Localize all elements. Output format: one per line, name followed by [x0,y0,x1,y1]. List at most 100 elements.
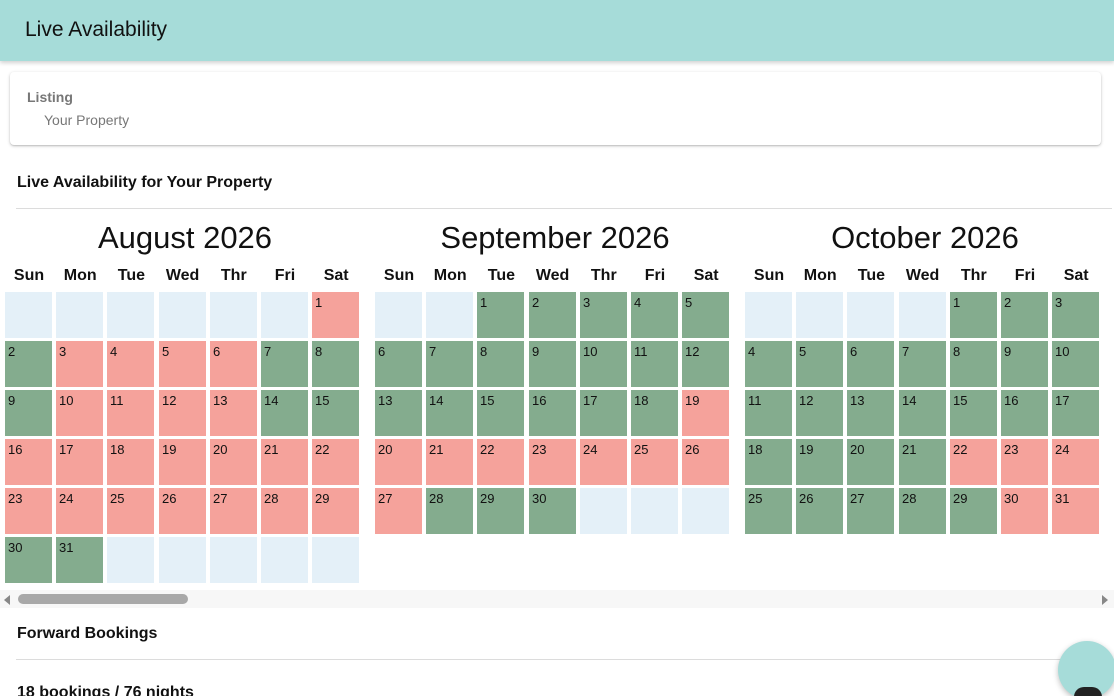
listing-card[interactable]: Listing Your Property [10,72,1101,145]
booked-day-cell[interactable]: 18 [107,439,154,485]
available-day-cell[interactable]: 16 [1001,390,1048,436]
booked-day-cell[interactable]: 25 [631,439,678,485]
booked-day-cell[interactable]: 22 [477,439,524,485]
triangle-right-icon[interactable] [1102,595,1108,605]
available-day-cell[interactable]: 12 [796,390,843,436]
booked-day-cell[interactable]: 5 [159,341,206,387]
available-day-cell[interactable]: 21 [899,439,946,485]
available-day-cell[interactable]: 10 [580,341,627,387]
available-day-cell[interactable]: 7 [426,341,473,387]
available-day-cell[interactable]: 10 [1052,341,1099,387]
available-day-cell[interactable]: 28 [899,488,946,534]
booked-day-cell[interactable]: 30 [1001,488,1048,534]
available-day-cell[interactable]: 9 [529,341,576,387]
available-day-cell[interactable]: 30 [5,537,52,583]
booked-day-cell[interactable]: 22 [312,439,359,485]
available-day-cell[interactable]: 9 [1001,341,1048,387]
booked-day-cell[interactable]: 19 [682,390,729,436]
available-day-cell[interactable]: 6 [847,341,894,387]
available-day-cell[interactable]: 31 [56,537,103,583]
available-day-cell[interactable]: 15 [477,390,524,436]
booked-day-cell[interactable]: 23 [5,488,52,534]
available-day-cell[interactable]: 26 [796,488,843,534]
horizontal-scrollbar[interactable] [0,590,1114,608]
calendar-viewport[interactable]: August 2026 Sun Mon Tue Wed Thr Fri Sat 1 2 3 4 5 6 7 8… [0,214,1114,592]
available-day-cell[interactable]: 1 [950,292,997,338]
available-day-cell[interactable]: 13 [847,390,894,436]
booked-day-cell[interactable]: 16 [5,439,52,485]
booked-day-cell[interactable]: 12 [159,390,206,436]
available-day-cell[interactable]: 13 [375,390,422,436]
booked-day-cell[interactable]: 13 [210,390,257,436]
booked-day-cell[interactable]: 26 [159,488,206,534]
booked-day-cell[interactable]: 4 [107,341,154,387]
available-day-cell[interactable]: 30 [529,488,576,534]
available-day-cell[interactable]: 4 [745,341,792,387]
triangle-left-icon[interactable] [4,595,10,605]
available-day-cell[interactable]: 11 [745,390,792,436]
booked-day-cell[interactable]: 1 [312,292,359,338]
available-day-cell[interactable]: 12 [682,341,729,387]
booked-day-cell[interactable]: 22 [950,439,997,485]
available-day-cell[interactable]: 28 [426,488,473,534]
booked-day-cell[interactable]: 20 [375,439,422,485]
available-day-cell[interactable]: 29 [950,488,997,534]
available-day-cell[interactable]: 19 [796,439,843,485]
booked-day-cell[interactable]: 21 [261,439,308,485]
available-day-cell[interactable]: 18 [745,439,792,485]
available-day-cell[interactable]: 7 [899,341,946,387]
available-day-cell[interactable]: 29 [477,488,524,534]
available-day-cell[interactable]: 7 [261,341,308,387]
booked-day-cell[interactable]: 28 [261,488,308,534]
available-day-cell[interactable]: 1 [477,292,524,338]
available-day-cell[interactable]: 15 [312,390,359,436]
booked-day-cell[interactable]: 21 [426,439,473,485]
available-day-cell[interactable]: 17 [1052,390,1099,436]
booked-day-cell[interactable]: 10 [56,390,103,436]
available-day-cell[interactable]: 14 [899,390,946,436]
booked-day-cell[interactable]: 27 [375,488,422,534]
available-day-cell[interactable]: 14 [261,390,308,436]
available-day-cell[interactable]: 14 [426,390,473,436]
available-day-cell[interactable]: 2 [5,341,52,387]
booked-day-cell[interactable]: 26 [682,439,729,485]
booked-day-cell[interactable]: 29 [312,488,359,534]
available-day-cell[interactable]: 5 [796,341,843,387]
available-day-cell[interactable]: 8 [312,341,359,387]
available-day-cell[interactable]: 27 [847,488,894,534]
booked-day-cell[interactable]: 24 [1052,439,1099,485]
booked-day-cell[interactable]: 19 [159,439,206,485]
booked-day-cell[interactable]: 24 [56,488,103,534]
available-day-cell[interactable]: 6 [375,341,422,387]
available-day-cell[interactable]: 2 [529,292,576,338]
booked-day-cell[interactable]: 3 [56,341,103,387]
available-day-cell[interactable]: 8 [950,341,997,387]
available-day-cell[interactable]: 3 [1052,292,1099,338]
booked-day-cell[interactable]: 20 [210,439,257,485]
booked-day-cell[interactable]: 25 [107,488,154,534]
booked-day-cell[interactable]: 11 [107,390,154,436]
booked-day-cell[interactable]: 23 [529,439,576,485]
available-day-cell[interactable]: 9 [5,390,52,436]
scrollbar-thumb[interactable] [18,594,188,604]
listing-select-value[interactable]: Your Property [44,112,130,128]
available-day-cell[interactable]: 11 [631,341,678,387]
chat-button[interactable] [1058,641,1114,696]
available-day-cell[interactable]: 17 [580,390,627,436]
available-day-cell[interactable]: 4 [631,292,678,338]
available-day-cell[interactable]: 2 [1001,292,1048,338]
available-day-cell[interactable]: 25 [745,488,792,534]
booked-day-cell[interactable]: 31 [1052,488,1099,534]
booked-day-cell[interactable]: 17 [56,439,103,485]
booked-day-cell[interactable]: 24 [580,439,627,485]
available-day-cell[interactable]: 16 [529,390,576,436]
available-day-cell[interactable]: 15 [950,390,997,436]
available-day-cell[interactable]: 18 [631,390,678,436]
booked-day-cell[interactable]: 27 [210,488,257,534]
available-day-cell[interactable]: 8 [477,341,524,387]
available-day-cell[interactable]: 3 [580,292,627,338]
available-day-cell[interactable]: 20 [847,439,894,485]
booked-day-cell[interactable]: 23 [1001,439,1048,485]
available-day-cell[interactable]: 5 [682,292,729,338]
booked-day-cell[interactable]: 6 [210,341,257,387]
